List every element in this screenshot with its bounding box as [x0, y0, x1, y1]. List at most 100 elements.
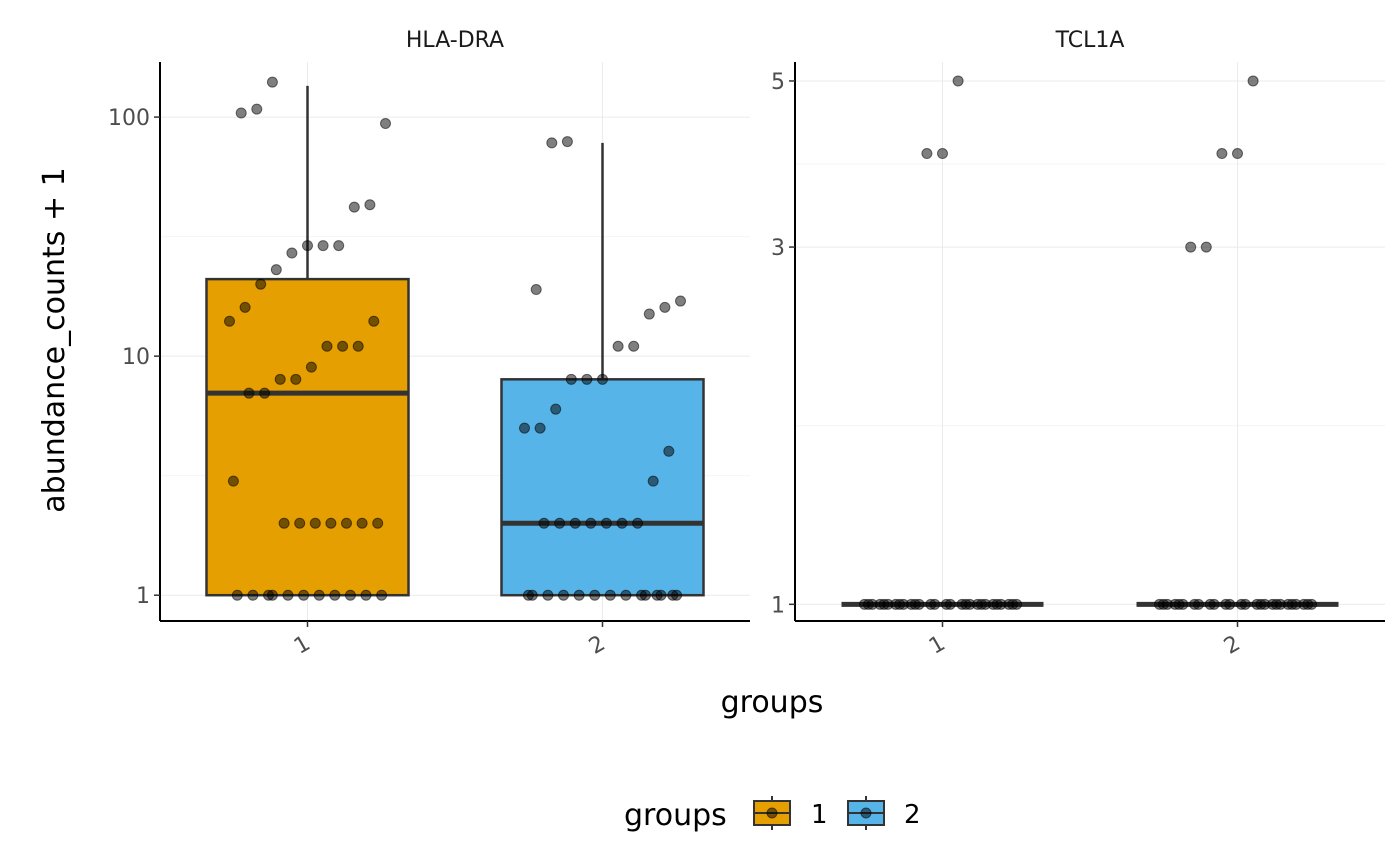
data-point: [882, 598, 894, 610]
y-tick-label: 1: [136, 584, 150, 609]
data-point: [995, 598, 1007, 610]
data-point: [554, 517, 566, 529]
data-point: [348, 201, 360, 213]
data-point: [380, 118, 391, 130]
data-point: [979, 598, 991, 610]
data-point: [663, 445, 675, 457]
data-point: [632, 517, 644, 529]
data-point: [274, 373, 286, 385]
data-point: [337, 340, 349, 352]
data-point: [620, 589, 632, 601]
data-point: [1232, 148, 1243, 160]
data-point: [255, 278, 267, 290]
data-point: [573, 589, 585, 601]
data-point: [1224, 598, 1236, 610]
x-tick-label: 1: [925, 631, 950, 660]
data-point: [1247, 75, 1259, 87]
data-point: [542, 589, 554, 601]
data-point: [647, 475, 659, 487]
x-axis-title: groups: [721, 685, 824, 720]
data-point: [561, 136, 573, 148]
data-point: [546, 137, 558, 149]
data-point: [344, 589, 356, 601]
data-point: [565, 373, 577, 385]
data-point: [659, 301, 671, 313]
data-point: [530, 284, 542, 296]
data-point: [675, 295, 686, 307]
data-point: [286, 247, 298, 259]
data-point: [655, 589, 667, 601]
data-point: [356, 517, 368, 529]
data-point: [944, 598, 956, 610]
data-point: [298, 589, 310, 601]
data-point: [302, 240, 313, 252]
data-point: [329, 589, 341, 601]
y-tick-label: 3: [771, 236, 785, 261]
data-point: [270, 264, 282, 276]
data-point: [1259, 598, 1271, 610]
data-point: [589, 589, 601, 601]
facet-panel-tcl1a: TCL1A 1 3 5 1 2: [771, 28, 1385, 660]
y-axis-title: abundance_counts + 1: [37, 167, 72, 512]
data-point: [628, 340, 640, 352]
data-point: [597, 373, 608, 385]
data-point: [266, 589, 278, 601]
data-point: [294, 517, 306, 529]
data-point: [360, 589, 372, 601]
data-point: [937, 148, 948, 160]
data-point: [952, 75, 964, 87]
data-point: [1200, 241, 1212, 253]
box-group-2: [500, 378, 705, 597]
data-point: [898, 598, 909, 610]
facet-panel-hla-dra: HLA-DRA 1 10 100 1 2: [108, 28, 750, 660]
data-point: [600, 517, 612, 529]
data-point: [231, 589, 243, 601]
data-point: [612, 340, 624, 352]
data-point: [309, 517, 321, 529]
data-point: [538, 517, 550, 529]
data-point: [243, 387, 255, 399]
data-point: [1185, 241, 1197, 253]
data-point: [372, 517, 384, 529]
x-tick-label: 2: [1220, 631, 1245, 660]
data-point: [376, 589, 388, 601]
x-tick-label: 2: [585, 631, 610, 660]
data-point: [266, 76, 278, 88]
data-point: [929, 598, 941, 610]
data-point: [558, 589, 569, 601]
data-point: [1177, 598, 1189, 610]
y-tick-label: 10: [122, 345, 150, 370]
data-point: [368, 315, 380, 327]
facet-title: TCL1A: [1055, 28, 1125, 53]
legend-key-group-2: [847, 796, 885, 830]
data-point: [321, 340, 333, 352]
data-point: [313, 589, 325, 601]
legend-key-point: [860, 807, 872, 819]
data-point: [921, 148, 933, 160]
data-point: [616, 517, 628, 529]
data-point: [534, 422, 546, 434]
data-point: [325, 517, 337, 529]
legend-label-group-1: 1: [811, 800, 828, 830]
legend-key-point: [766, 807, 778, 819]
data-point: [317, 240, 329, 252]
data-point: [305, 361, 317, 373]
legend-key-group-1: [753, 796, 791, 830]
data-point: [866, 598, 878, 610]
data-point: [247, 589, 259, 601]
data-point: [526, 589, 538, 601]
data-point: [913, 598, 925, 610]
facet-title: HLA-DRA: [406, 28, 504, 53]
data-point: [1306, 598, 1318, 610]
data-point: [1011, 598, 1023, 610]
data-point: [1193, 598, 1204, 610]
data-point: [1216, 148, 1228, 160]
data-point: [519, 422, 530, 434]
data-point: [585, 517, 597, 529]
y-tick-label: 5: [771, 70, 785, 95]
box-group-1: [205, 277, 410, 597]
data-point: [227, 475, 239, 487]
y-tick-label: 100: [108, 106, 150, 131]
x-tick-label: 1: [290, 631, 315, 660]
